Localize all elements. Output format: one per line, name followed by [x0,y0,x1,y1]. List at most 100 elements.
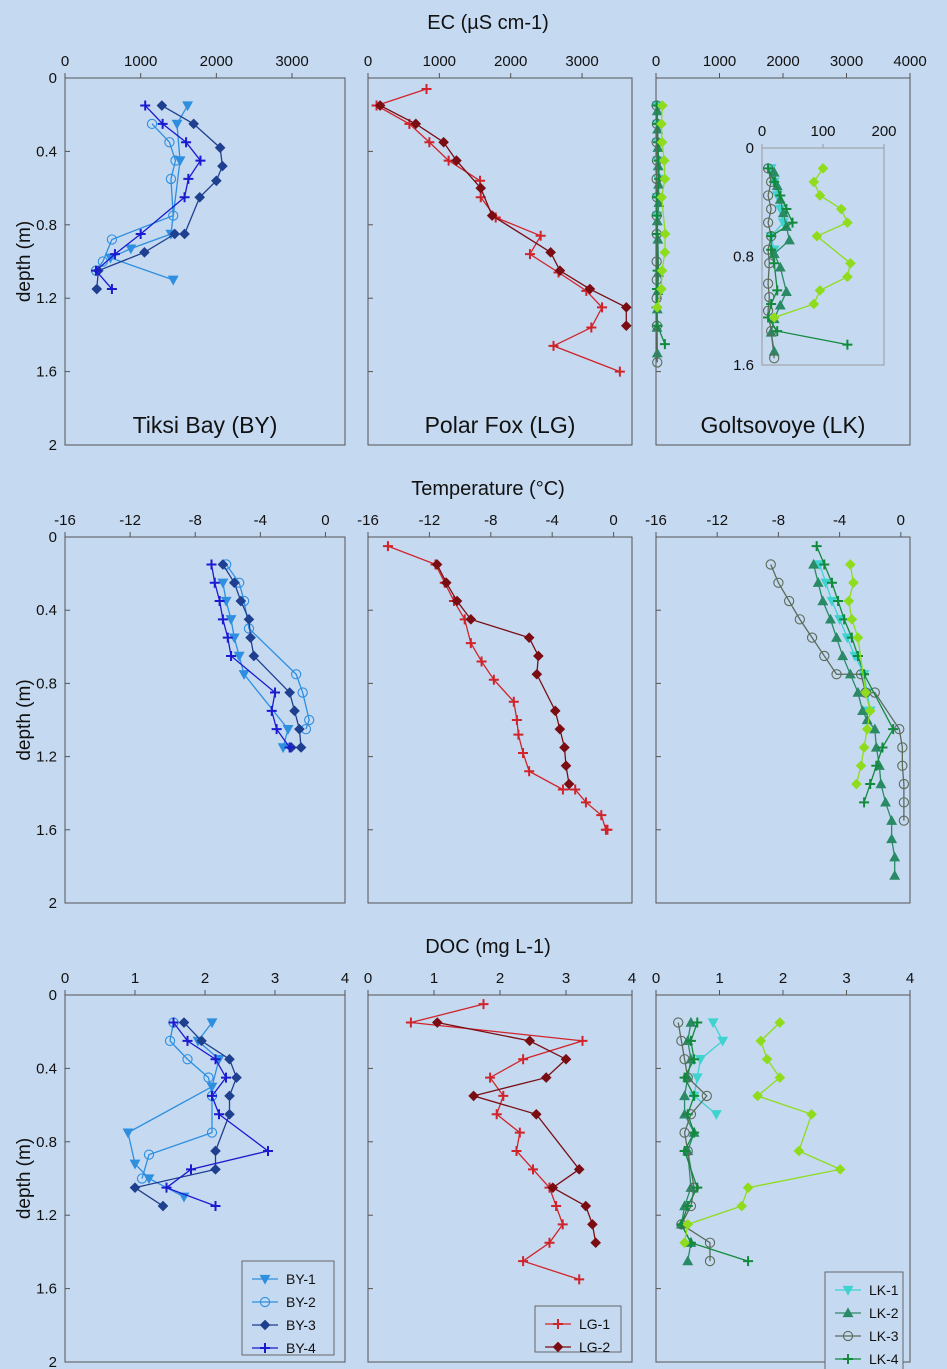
data-point-lk-5-11 [679,1237,690,1249]
series-lk-4 [763,163,853,350]
legend-box [534,1305,622,1353]
legend-marker-by-3 [259,1319,271,1331]
data-point-lg-1-12 [597,302,608,313]
y-tick-label: 0.8 [36,217,57,234]
data-point-by-2-5 [297,687,308,698]
series-line-by-4 [210,564,291,748]
inset-plot: 0 100 200 0 0.8 1.6 [733,123,896,374]
y-tick-label: 0.4 [36,143,57,160]
data-point-lk-5-1 [755,1035,767,1047]
data-point-by-4-9 [210,1201,221,1212]
data-point-lk-4-11 [772,326,783,337]
y-tick-label: 0.8 [36,1134,57,1151]
data-point-lg-2-6 [573,1164,585,1175]
data-point-lg-1-9 [528,1164,538,1175]
data-point-by-3-9 [157,1200,169,1212]
data-point-by-3-4 [224,1090,235,1102]
data-point-by-4-4 [222,632,233,643]
data-point-by-1-5 [238,670,250,680]
legend-by: BY-1 BY-2 BY-3 BY-4 [241,1260,335,1356]
x-tick-label: 1000 [124,53,157,70]
data-point-lk-3-2 [762,190,774,201]
x-tick-label: 2 [779,970,787,987]
data-point-lk-4-12 [659,339,670,350]
data-point-lg-2-6 [531,668,543,680]
data-point-lk-4-8 [692,1182,703,1193]
data-point-lk-4-6 [651,210,662,221]
x-tick-label: 3000 [565,53,598,70]
legend-label: BY-1 [286,1271,316,1287]
data-point-by-3-5 [224,1108,235,1120]
legends: BY-1 BY-2 BY-3 BY-4 LG-1 LG-2 LK-1 LK-2 LK-3 LK-4… [241,1260,904,1369]
data-point-lg-2-9 [559,742,570,753]
data-point-by-4-3 [221,1072,231,1083]
data-point-by-3-1 [188,118,199,130]
data-point-lk-4-12 [743,1256,754,1267]
series-line-lk-3 [770,564,905,821]
data-point-lk-5-9 [736,1200,748,1212]
panel-3-3: 0 1 2 3 4 [652,970,914,1363]
data-point-by-2-3 [165,173,177,185]
data-point-lg-1-2 [577,1035,588,1046]
data-point-lg-1-3 [424,137,435,148]
data-point-lk-5-0 [774,1017,786,1028]
y-tick-label: 1.2 [36,1207,57,1224]
legend-label: BY-4 [286,1340,316,1356]
data-point-by-4-1 [182,1035,193,1046]
data-point-by-1-0 [182,101,194,112]
data-point-by-4-8 [91,265,102,276]
data-point-by-4-2 [181,137,192,148]
data-point-lg-2-5 [486,210,498,221]
data-point-lk-5-5 [656,191,668,203]
data-point-lg-1-18 [602,824,613,835]
data-point-by-4-6 [270,687,280,698]
x-tick-label: 0 [61,53,69,70]
data-point-lk-5-3 [774,1072,786,1083]
x-tick-label: 1 [715,970,723,987]
data-point-lk-3-4 [762,217,774,228]
data-point-by-3-2 [214,142,226,154]
data-point-lk-2-4 [679,1090,691,1101]
data-point-by-2-0 [146,118,158,130]
data-point-lk-5-1 [656,118,667,130]
data-point-by-2-6 [143,1149,155,1160]
data-point-lg-1-9 [511,715,522,725]
data-point-by-4-0 [206,559,217,570]
data-point-by-3-8 [129,1182,141,1193]
data-point-lk-2-0 [768,166,780,177]
data-point-by-2-5 [206,1127,218,1138]
data-point-by-4-2 [214,596,225,607]
inset-y-tick-label: 1.6 [733,357,754,374]
data-point-lg-2-11 [563,778,575,790]
data-point-lk-1-0 [707,1018,719,1029]
data-point-lk-3-6 [831,669,842,680]
data-point-by-3-4 [211,175,222,187]
y-tick-label: 2 [49,1354,57,1369]
series-line-by-4 [165,1022,270,1207]
data-point-lk-3-13 [898,778,910,790]
data-point-lk-4-6 [689,1127,700,1138]
data-point-lk-3-4 [701,1090,712,1102]
data-point-lk-4-10 [871,760,882,771]
data-point-by-2-2 [182,1054,193,1065]
x-tick-label: 0 [652,970,660,987]
data-point-lg-1-5 [498,1090,509,1101]
data-point-by-1-0 [217,578,229,589]
data-point-lk-2-15 [886,815,898,825]
data-point-lk-4-9 [877,742,888,753]
plot-frame [367,536,633,904]
data-point-lk-5-0 [845,559,856,570]
y-axis-label: depth (m) [14,679,35,760]
data-point-lk-3-11 [704,1237,716,1248]
data-point-lg-2-1 [440,577,452,589]
row-titles: EC (µS cm-1) Temperature (°C) DOC (mg L-1) [411,12,565,958]
data-point-lk-2-4 [831,632,843,642]
main-lk-points [651,100,671,368]
data-point-lk-5-1 [808,176,820,188]
data-point-by-4-6 [263,1145,273,1156]
data-point-by-4-7 [266,705,277,716]
row-title-1: EC (µS cm-1) [427,12,549,34]
data-point-lk-4-6 [852,650,863,661]
